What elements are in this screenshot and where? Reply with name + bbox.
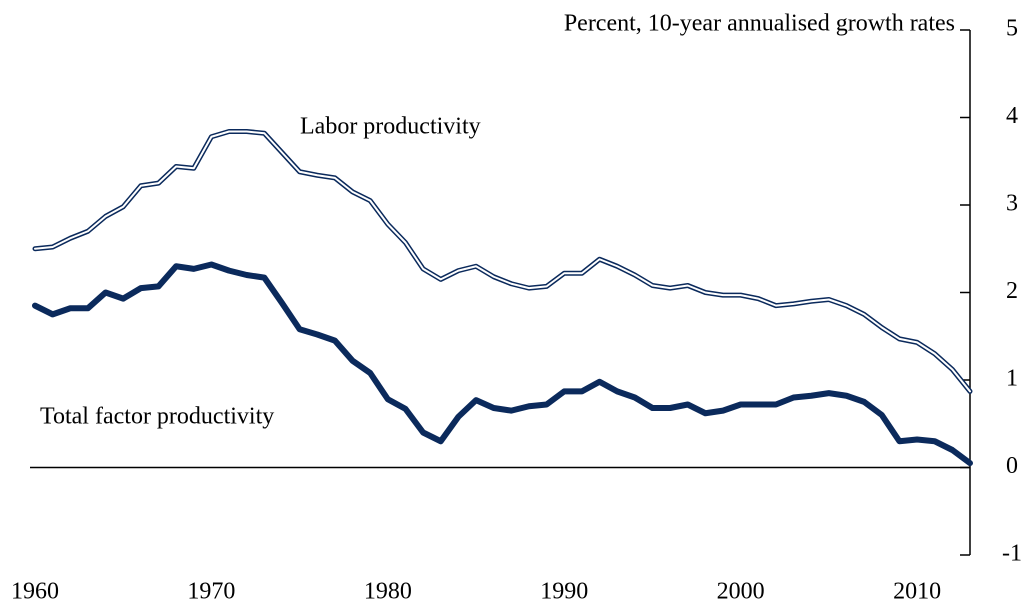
y-tick-label: 0	[1006, 453, 1018, 479]
y-tick-label: 1	[1006, 366, 1018, 392]
series-line	[32, 261, 973, 467]
x-tick-label: 1970	[187, 579, 235, 605]
x-tick-label: 2000	[717, 579, 765, 605]
series-line-inner	[34, 130, 971, 393]
y-tick-label: 4	[1006, 103, 1018, 129]
y-tick-label: 5	[1006, 16, 1018, 42]
series-label: Total factor productivity	[40, 404, 274, 430]
series-line	[32, 129, 973, 394]
y-tick-label: -1	[1002, 541, 1022, 567]
x-tick-label: 1980	[364, 579, 412, 605]
y-tick-label: 3	[1006, 191, 1018, 217]
series-label: Labor productivity	[300, 114, 481, 140]
x-tick-label: 1960	[11, 579, 59, 605]
y-axis-title: Percent, 10-year annualised growth rates	[564, 11, 955, 37]
x-tick-label: 2010	[893, 579, 941, 605]
y-tick-label: 2	[1006, 278, 1018, 304]
x-tick-label: 1990	[540, 579, 588, 605]
